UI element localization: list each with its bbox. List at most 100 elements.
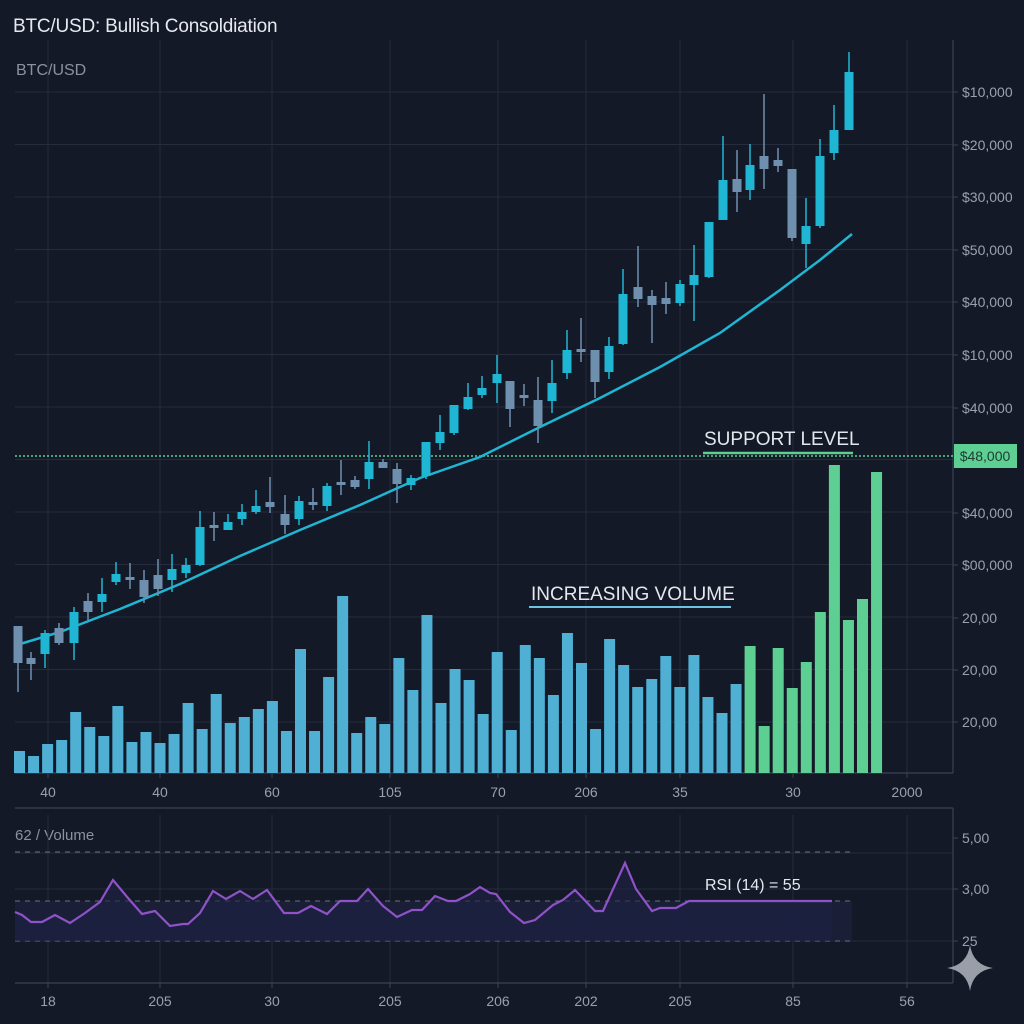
volume-bar: [533, 658, 545, 773]
candle-body: [633, 287, 643, 299]
rsi-tick-label: 5,00: [962, 830, 989, 846]
rsi-x-tick-label: 56: [899, 993, 915, 1009]
price-tick-label: 20,00: [962, 714, 997, 730]
candle-body: [195, 527, 205, 565]
volume-bar: [871, 472, 883, 773]
volume-bar: [407, 690, 419, 773]
volume-bar: [252, 709, 264, 773]
candle-body: [406, 478, 416, 485]
grid-lines: [15, 40, 953, 983]
volume-bar: [351, 733, 363, 773]
volume-bar: [14, 751, 25, 773]
volume-bar: [477, 714, 489, 773]
rsi-tick-label: 25: [962, 933, 978, 949]
chart-title: BTC/USD: Bullish Consoldiation: [13, 16, 278, 37]
price-tick-label: $00,000: [962, 557, 1013, 573]
candle-body: [350, 480, 360, 487]
x-tick-label: 40: [152, 784, 168, 800]
candle-body: [576, 349, 586, 352]
volume-bar: [688, 655, 700, 773]
volume-bar: [70, 712, 82, 773]
volume-bar: [519, 645, 531, 773]
volume-bar: [660, 656, 672, 773]
candle-body: [97, 594, 107, 602]
candle-body: [732, 179, 742, 192]
volume-bar: [590, 729, 602, 773]
support-price-tag: [954, 444, 1017, 468]
candle-body: [704, 222, 714, 277]
candle-body: [167, 569, 177, 580]
candlesticks: [13, 52, 854, 692]
candle-body: [463, 397, 473, 409]
price-axis: $10,000 $20,000 $30,000 $50,000 $40,000 $10,0…: [953, 84, 1013, 730]
volume-bar: [98, 736, 110, 773]
candle-body: [265, 502, 275, 507]
volume-bars: [14, 465, 883, 773]
volume-bar: [42, 744, 54, 773]
price-tick-label: $30,000: [962, 189, 1013, 205]
volume-bar: [238, 717, 250, 773]
x-tick-label: 206: [574, 784, 598, 800]
candle-body: [519, 395, 529, 398]
candle-body: [829, 130, 839, 153]
rsi-value-label: RSI (14) = 55: [705, 877, 801, 894]
x-tick-label: 35: [672, 784, 688, 800]
volume-bar: [182, 703, 194, 773]
candle-body: [153, 575, 163, 589]
price-tick-label: $20,000: [962, 137, 1013, 153]
rsi-panel-title: 62 / Volume: [15, 827, 95, 844]
candle-body: [54, 628, 64, 643]
candle-body: [477, 388, 487, 395]
candle-body: [69, 612, 79, 643]
candle-body: [745, 165, 755, 190]
candle-body: [223, 522, 233, 530]
candle-body: [378, 462, 388, 468]
rsi-x-tick-label: 205: [148, 993, 172, 1009]
volume-bar: [309, 731, 321, 773]
support-level: SUPPORT LEVEL $48,000: [15, 429, 1017, 468]
volume-bar: [576, 663, 587, 773]
candle-body: [435, 432, 445, 443]
rsi-tick-label: 3,00: [962, 881, 989, 897]
candle-body: [13, 626, 23, 663]
volume-bar: [632, 687, 644, 773]
volume-bar: [505, 730, 517, 773]
volume-bar: [772, 648, 784, 773]
volume-annotation: INCREASING VOLUME: [529, 584, 735, 608]
volume-bar: [168, 734, 180, 773]
volume-bar: [295, 649, 306, 773]
price-tick-label: $40,000: [962, 294, 1013, 310]
volume-bar: [280, 731, 292, 773]
price-tick-label: $40,000: [962, 400, 1013, 416]
candle-body: [336, 482, 346, 485]
candle-body: [294, 501, 304, 519]
volume-bar: [604, 639, 616, 773]
candle-body: [787, 169, 797, 238]
candle-body: [251, 506, 261, 512]
price-tick-label: 20,00: [962, 662, 997, 678]
volume-bar: [196, 729, 208, 773]
volume-bar: [646, 679, 658, 773]
rsi-x-tick-label: 18: [40, 993, 56, 1009]
candle-body: [533, 400, 543, 426]
support-price-tag-text: $48,000: [960, 448, 1011, 464]
volume-bar: [730, 684, 742, 773]
volume-bar: [547, 695, 559, 773]
volume-bar: [491, 652, 503, 773]
candle-body: [308, 502, 318, 505]
candle-body: [364, 462, 374, 479]
candle-body: [801, 226, 811, 244]
volume-bar: [140, 732, 152, 773]
volume-bar: [266, 701, 278, 773]
rsi-x-tick-label: 30: [264, 993, 280, 1009]
candle-body: [590, 350, 600, 382]
volume-bar: [674, 687, 686, 773]
candle-body: [718, 180, 728, 220]
candle-body: [449, 405, 459, 433]
rsi-x-tick-label: 85: [785, 993, 801, 1009]
candle-body: [815, 156, 825, 226]
support-annotation: SUPPORT LEVEL: [704, 429, 860, 450]
volume-bar: [716, 713, 728, 773]
candle-body: [773, 160, 783, 166]
